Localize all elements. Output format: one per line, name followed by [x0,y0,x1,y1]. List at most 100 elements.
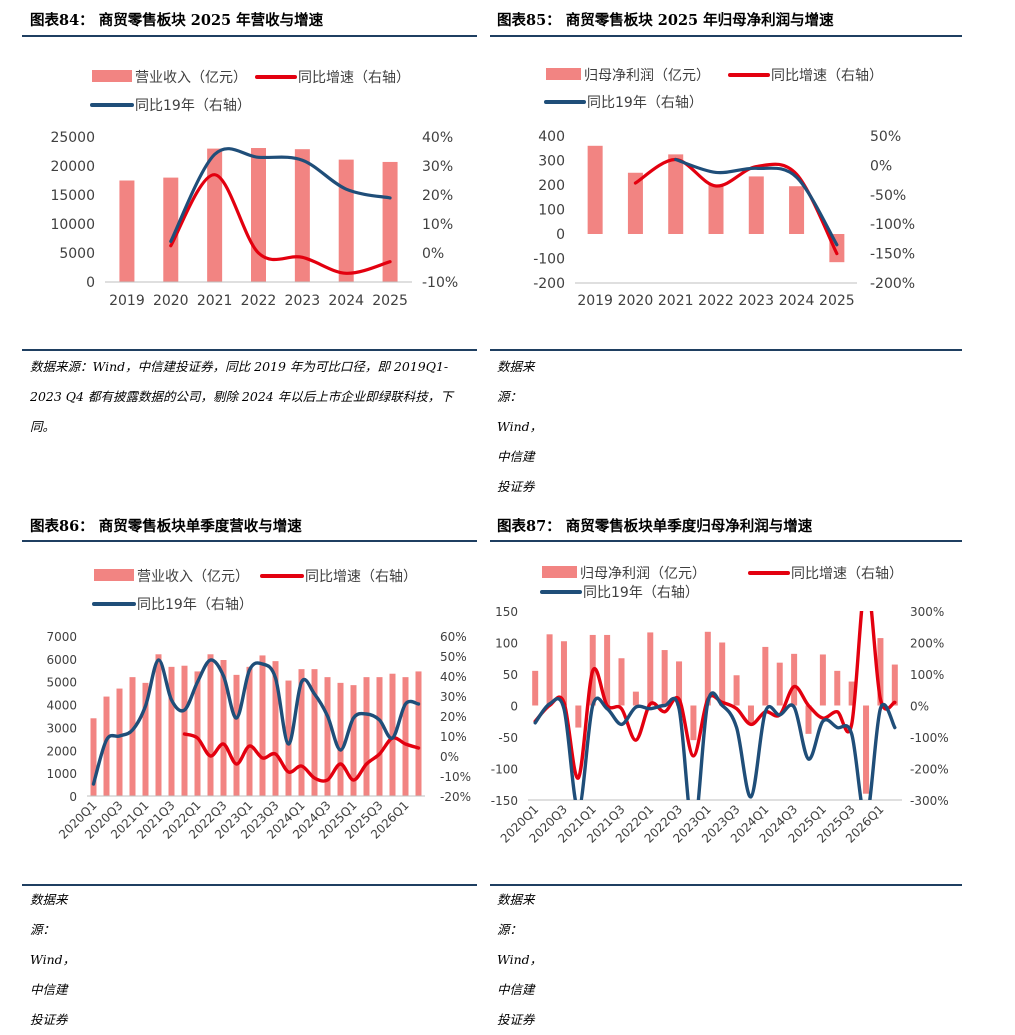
legend-label: 同比19年（右轴） [583,585,699,601]
legend-label: 同比19年（右轴） [587,95,703,111]
right-axis-tick-label: -10% [422,275,458,291]
right-axis-tick-label: 0% [910,700,929,714]
left-axis-tick-label: -100 [491,763,518,777]
right-axis-tick-label: -200% [870,276,915,292]
x-tick-label: 2020 [618,293,654,309]
bar [690,705,697,741]
bar [337,682,344,796]
bar [103,696,110,796]
bar [220,660,227,796]
bar [382,161,398,282]
legend-bar-swatch [546,68,581,80]
left-axis-tick-label: 4000 [46,699,77,713]
vs-2019-line [533,691,897,800]
legend-label: 归母净利润（亿元） [580,565,706,582]
x-tick-label: 2021 [197,293,233,309]
bar [834,670,841,706]
right-axis-tick-label: 30% [440,690,467,704]
source-rule [22,349,477,351]
yoy-growth-line [533,611,897,780]
bar [560,641,567,706]
left-axis-tick-label: 1000 [46,767,77,781]
bar [338,159,354,282]
right-axis-tick-label: -150% [870,247,915,263]
left-axis-tick-label: 300 [538,154,565,170]
bar [819,654,826,706]
left-axis-tick-label: 0 [510,700,518,714]
bar [402,677,409,796]
bar [575,705,582,728]
right-axis-tick-label: 40% [440,670,467,684]
bar [155,654,162,796]
source-rule [490,349,962,351]
x-tick-label: 2024 [779,293,815,309]
yoy-growth-line [182,732,421,783]
left-axis-tick-label: -50 [498,731,518,745]
bar [791,653,798,706]
right-axis-tick-label: 0% [440,750,459,764]
source-note: 数据来源：Wind，中信建投证券，同比 2019 年为可比口径，即 2019Q1… [30,359,453,434]
right-axis-tick-label: -100% [910,731,949,745]
left-axis-tick-label: 7000 [46,630,77,644]
bar [194,671,201,796]
bar [168,666,175,796]
left-axis-tick-label: 25000 [50,130,95,146]
left-axis-tick-label: 5000 [46,676,77,690]
bar [294,149,310,282]
bar [246,666,253,796]
right-axis-tick-label: 60% [440,630,467,644]
bar [233,674,240,796]
left-axis-tick-label: 5000 [59,246,95,262]
right-axis-tick-label: 200% [910,637,944,651]
bar [142,682,149,796]
source-rule [22,884,477,886]
left-axis-tick-label: 100 [538,203,565,219]
bar [532,670,539,706]
bar [546,634,553,706]
bar [661,650,668,706]
revenue-annual-chart: 0 5000 10000 15000 20000 25000 -10% 0% 10% 20% 30%… [50,70,458,309]
bar [747,705,754,725]
right-axis-tick-label: 10% [440,730,467,744]
bar [618,658,625,706]
bar [129,677,136,796]
yoy-growth-line [169,173,392,275]
right-axis-tick-label: 20% [440,710,467,724]
bar [748,176,764,234]
source-rule [490,884,962,886]
vs-2019-line [674,157,839,247]
right-axis-tick-label: 0% [870,158,892,174]
bar [719,642,726,706]
bar [668,154,684,234]
legend-label: 营业收入（亿元） [135,70,247,86]
legend-label: 同比增速（右轴） [305,569,417,585]
legend-label: 同比19年（右轴） [137,597,253,613]
left-axis-tick-label: 50 [503,668,518,682]
bar [863,705,870,794]
legend-label: 同比增速（右轴） [298,70,410,86]
bar [647,632,654,706]
left-axis-tick-label: 100 [495,637,518,651]
right-axis-tick-label: -100% [870,217,915,233]
bar [207,654,214,796]
title-rule [490,540,962,542]
source-note: 数据来源：Wind，中信建投证券 [30,892,76,1027]
x-tick-label: 2019 [577,293,613,309]
bar [298,669,305,796]
bar [272,661,279,796]
x-tick-label: 2020 [153,293,189,309]
left-axis-tick-label: 400 [538,129,565,145]
bar [389,673,396,796]
right-axis-tick-label: 0% [422,246,444,262]
bar [877,638,884,706]
bar [805,705,812,734]
bar [587,145,603,234]
bar [119,180,135,282]
right-axis-tick-label: 50% [440,650,467,664]
x-tick-label: 2023 [285,293,321,309]
source-note: 数据来源：Wind，中信建投证券 [497,359,543,494]
bar [848,681,855,706]
right-axis-tick-label: 300% [910,605,944,619]
bar [116,688,123,796]
bar [708,185,724,234]
